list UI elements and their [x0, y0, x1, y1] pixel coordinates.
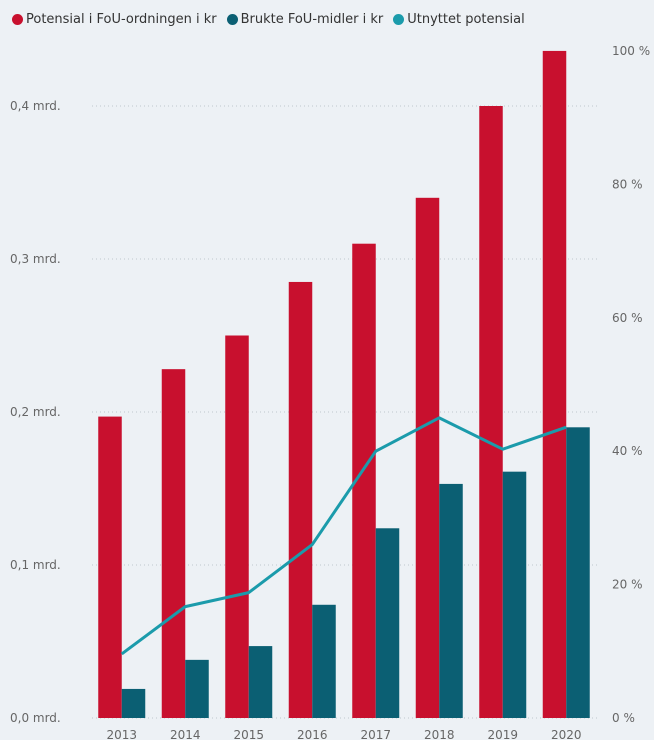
y-right-tick-label: 0 % — [612, 711, 635, 725]
x-tick-label: 2020 — [551, 728, 582, 740]
bar-potensial — [542, 50, 567, 719]
y-right-tick-label: 100 % — [612, 44, 650, 58]
y-left-tick-label: 0,2 mrd. — [10, 405, 61, 419]
bar-potensial — [352, 243, 376, 718]
line-utnyttet-potensial — [120, 416, 567, 656]
bar-potensial — [479, 106, 503, 718]
y-right-tick-label: 60 % — [612, 311, 643, 325]
bar-brukte — [439, 483, 463, 718]
legend-item-potensial[interactable]: Potensial i FoU-ordningen i kr — [12, 12, 217, 27]
legend-label-utnyttet: Utnyttet potensial — [407, 12, 525, 27]
bar-brukte — [185, 659, 209, 718]
legend-swatch-utnyttet — [393, 14, 405, 25]
y-right-tick-label: 80 % — [612, 177, 643, 191]
bar-brukte — [121, 688, 146, 718]
bar-brukte — [312, 604, 336, 718]
y-left-tick-label: 0,3 mrd. — [10, 252, 61, 266]
legend-item-utnyttet[interactable]: Utnyttet potensial — [393, 12, 525, 27]
legend-swatch-brukte — [226, 14, 238, 25]
y-left-tick-label: 0,4 mrd. — [10, 99, 61, 113]
y-right-tick-label: 40 % — [612, 444, 643, 458]
bar-brukte — [566, 427, 590, 718]
x-tick-label: 2013 — [106, 728, 137, 740]
legend-item-brukte[interactable]: Brukte FoU-midler i kr — [226, 12, 384, 27]
bar-brukte — [375, 528, 400, 718]
x-tick-label: 2016 — [297, 728, 328, 740]
bar-potensial — [225, 335, 249, 718]
bar-potensial — [415, 197, 440, 719]
x-tick-label: 2017 — [360, 728, 391, 740]
legend: Potensial i FoU-ordningen i kr Brukte Fo… — [12, 12, 525, 27]
x-tick-label: 2015 — [233, 728, 264, 740]
x-tick-label: 2014 — [170, 728, 201, 740]
x-tick-label: 2018 — [424, 728, 455, 740]
y-left-tick-label: 0,0 mrd. — [10, 711, 61, 725]
bar-brukte — [502, 471, 527, 718]
bar-potensial — [161, 369, 186, 718]
bar-brukte — [248, 646, 273, 718]
x-tick-label: 2019 — [487, 728, 518, 740]
legend-label-potensial: Potensial i FoU-ordningen i kr — [26, 12, 217, 27]
y-right-tick-label: 20 % — [612, 578, 643, 592]
legend-swatch-potensial — [12, 14, 23, 25]
legend-label-brukte: Brukte FoU-midler i kr — [240, 12, 384, 27]
bar-potensial — [98, 416, 122, 718]
y-left-tick-label: 0,1 mrd. — [10, 558, 61, 572]
bar-potensial — [288, 281, 313, 718]
